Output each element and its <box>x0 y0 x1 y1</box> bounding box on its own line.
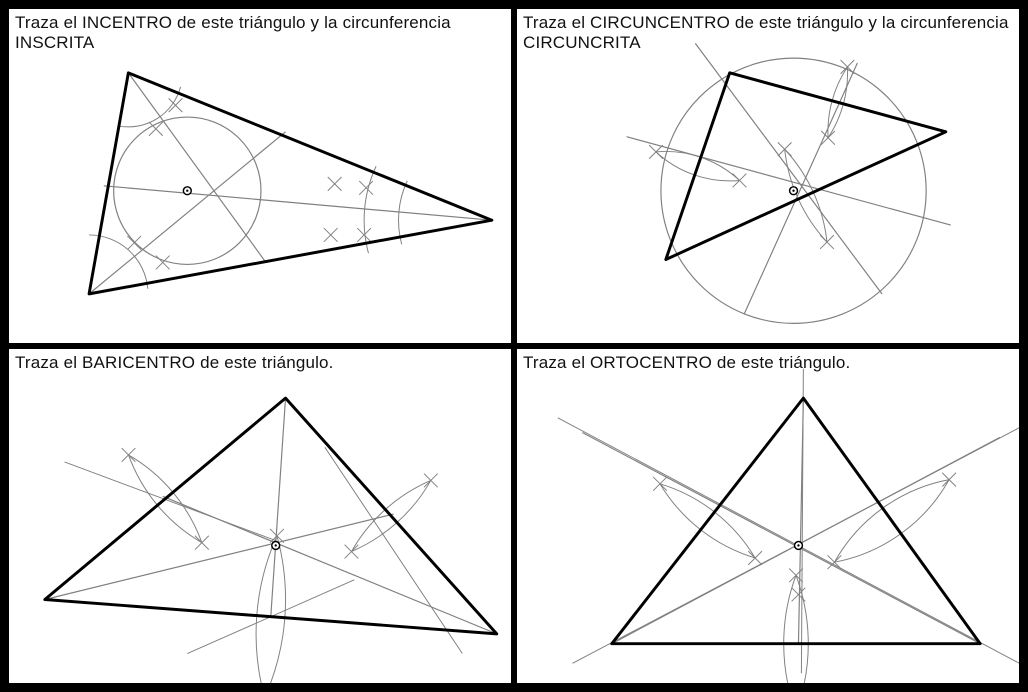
diagram-baricentro <box>9 349 511 683</box>
panel-ortocentro: Traza el ORTOCENTRO de este triángulo. <box>514 346 1022 686</box>
diagram-incentro <box>9 9 511 343</box>
worksheet-grid: Traza el INCENTRO de este triángulo y la… <box>0 0 1028 692</box>
diagram-circuncentro <box>517 9 1019 343</box>
panel-baricentro: Traza el BARICENTRO de este triángulo. <box>6 346 514 686</box>
panel-incentro: Traza el INCENTRO de este triángulo y la… <box>6 6 514 346</box>
panel-circuncentro: Traza el CIRCUNCENTRO de este triángulo … <box>514 6 1022 346</box>
diagram-ortocentro <box>517 349 1019 683</box>
